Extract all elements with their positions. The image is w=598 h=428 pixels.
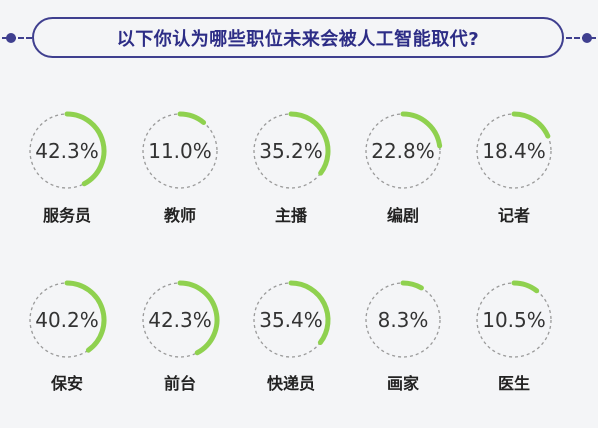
banner-left-dot (6, 33, 16, 43)
job-label: 教师 (164, 206, 196, 225)
progress-arc (177, 280, 220, 356)
job-label: 保安 (50, 374, 83, 393)
progress-arc (400, 280, 424, 291)
progress-ring-item: 35.4% 快递员 (253, 280, 331, 393)
chart-title: 以下你认为哪些职位未来会被人工智能取代? (32, 17, 564, 58)
job-label: 主播 (275, 206, 308, 225)
progress-arc (64, 280, 107, 353)
percentage-label: 42.3% (35, 139, 99, 163)
job-label: 画家 (387, 374, 420, 393)
banner-right-dash (566, 37, 596, 39)
banner-left-dash (2, 37, 32, 39)
banner-right-dot (582, 33, 592, 43)
percentage-label: 11.0% (148, 139, 212, 163)
progress-ring-item: 35.2% 主播 (253, 111, 331, 225)
percentage-label: 18.4% (482, 139, 546, 163)
percentage-label: 22.8% (371, 139, 435, 163)
percentage-label: 8.3% (378, 308, 429, 332)
progress-ring-item: 18.4% 记者 (476, 111, 552, 225)
percentage-label: 35.2% (259, 139, 323, 163)
progress-ring-item: 40.2% 保安 (29, 280, 107, 393)
percentage-label: 10.5% (482, 308, 546, 332)
job-label: 快递员 (267, 374, 315, 393)
job-label: 编剧 (387, 206, 419, 225)
progress-arc (511, 111, 551, 139)
progress-arc (400, 111, 443, 149)
progress-arc (64, 111, 107, 187)
progress-ring-item: 8.3% 画家 (365, 280, 441, 393)
progress-arc (177, 111, 207, 125)
percentage-label: 35.4% (259, 308, 323, 332)
progress-arc (511, 280, 540, 294)
job-label: 医生 (498, 374, 530, 393)
job-label: 前台 (164, 374, 196, 393)
progress-ring-item: 10.5% 医生 (476, 280, 552, 393)
job-label: 记者 (498, 206, 530, 225)
progress-ring-item: 42.3% 前台 (142, 280, 220, 393)
percentage-label: 40.2% (35, 308, 99, 332)
percentage-label: 42.3% (148, 308, 212, 332)
progress-ring-item: 42.3% 服务员 (29, 111, 107, 225)
progress-ring-item: 22.8% 编剧 (365, 111, 443, 225)
progress-ring-item: 11.0% 教师 (142, 111, 218, 225)
job-label: 服务员 (43, 206, 91, 225)
progress-arc (288, 111, 331, 176)
progress-arc (288, 280, 331, 345)
